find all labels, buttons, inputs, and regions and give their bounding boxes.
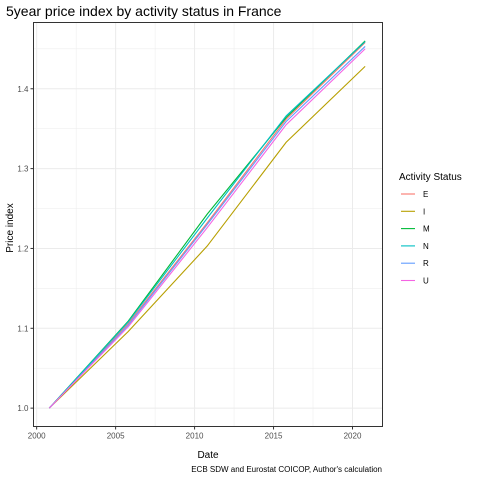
y-tick-label: 1.2 [17, 244, 29, 253]
legend-title: Activity Status [399, 172, 462, 183]
x-axis-ticks: 2000 2005 2010 2015 2020 [28, 427, 362, 441]
legend-label-N: N [423, 242, 429, 251]
legend-label-I: I [423, 207, 425, 216]
chart-title: 5year price index by activity status in … [6, 3, 282, 19]
y-tick-label: 1.1 [17, 324, 29, 333]
y-tick-label: 1.0 [17, 404, 29, 413]
chart-caption: ECB SDW and Eurostat COICOP, Author's ca… [191, 465, 382, 474]
y-axis-title: Price index [5, 203, 16, 252]
x-tick-label: 2005 [107, 432, 125, 441]
y-tick-label: 1.4 [17, 85, 29, 94]
legend-label-E: E [423, 190, 428, 199]
legend-label-U: U [423, 277, 429, 286]
legend-label-M: M [423, 225, 430, 234]
x-tick-label: 2000 [28, 432, 46, 441]
x-axis-title: Date [197, 450, 219, 461]
x-tick-label: 2020 [344, 432, 362, 441]
y-axis-ticks: 1.0 1.1 1.2 1.3 1.4 [17, 85, 33, 413]
x-tick-label: 2010 [186, 432, 204, 441]
x-tick-label: 2015 [265, 432, 283, 441]
legend-label-R: R [423, 259, 429, 268]
y-tick-label: 1.3 [17, 165, 29, 174]
